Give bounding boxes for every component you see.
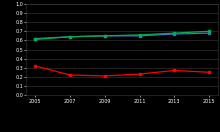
Mangalore <box>173 70 176 71</box>
Provincial <box>208 32 210 34</box>
National <box>173 32 176 34</box>
Provincial <box>138 35 141 37</box>
National <box>69 36 71 37</box>
National <box>103 35 106 37</box>
Provincial <box>173 33 176 35</box>
Line: Provincial: Provincial <box>34 32 211 40</box>
Provincial <box>69 36 71 37</box>
Provincial <box>103 35 106 37</box>
Line: Mangalore: Mangalore <box>34 65 211 77</box>
Mangalore <box>69 74 71 76</box>
Mangalore <box>138 73 141 75</box>
Mangalore <box>34 65 37 67</box>
National <box>208 30 210 32</box>
Provincial <box>34 38 37 39</box>
National <box>34 39 37 40</box>
National <box>138 34 141 36</box>
Mangalore <box>208 72 210 73</box>
Line: National: National <box>34 30 211 41</box>
Mangalore <box>103 75 106 77</box>
